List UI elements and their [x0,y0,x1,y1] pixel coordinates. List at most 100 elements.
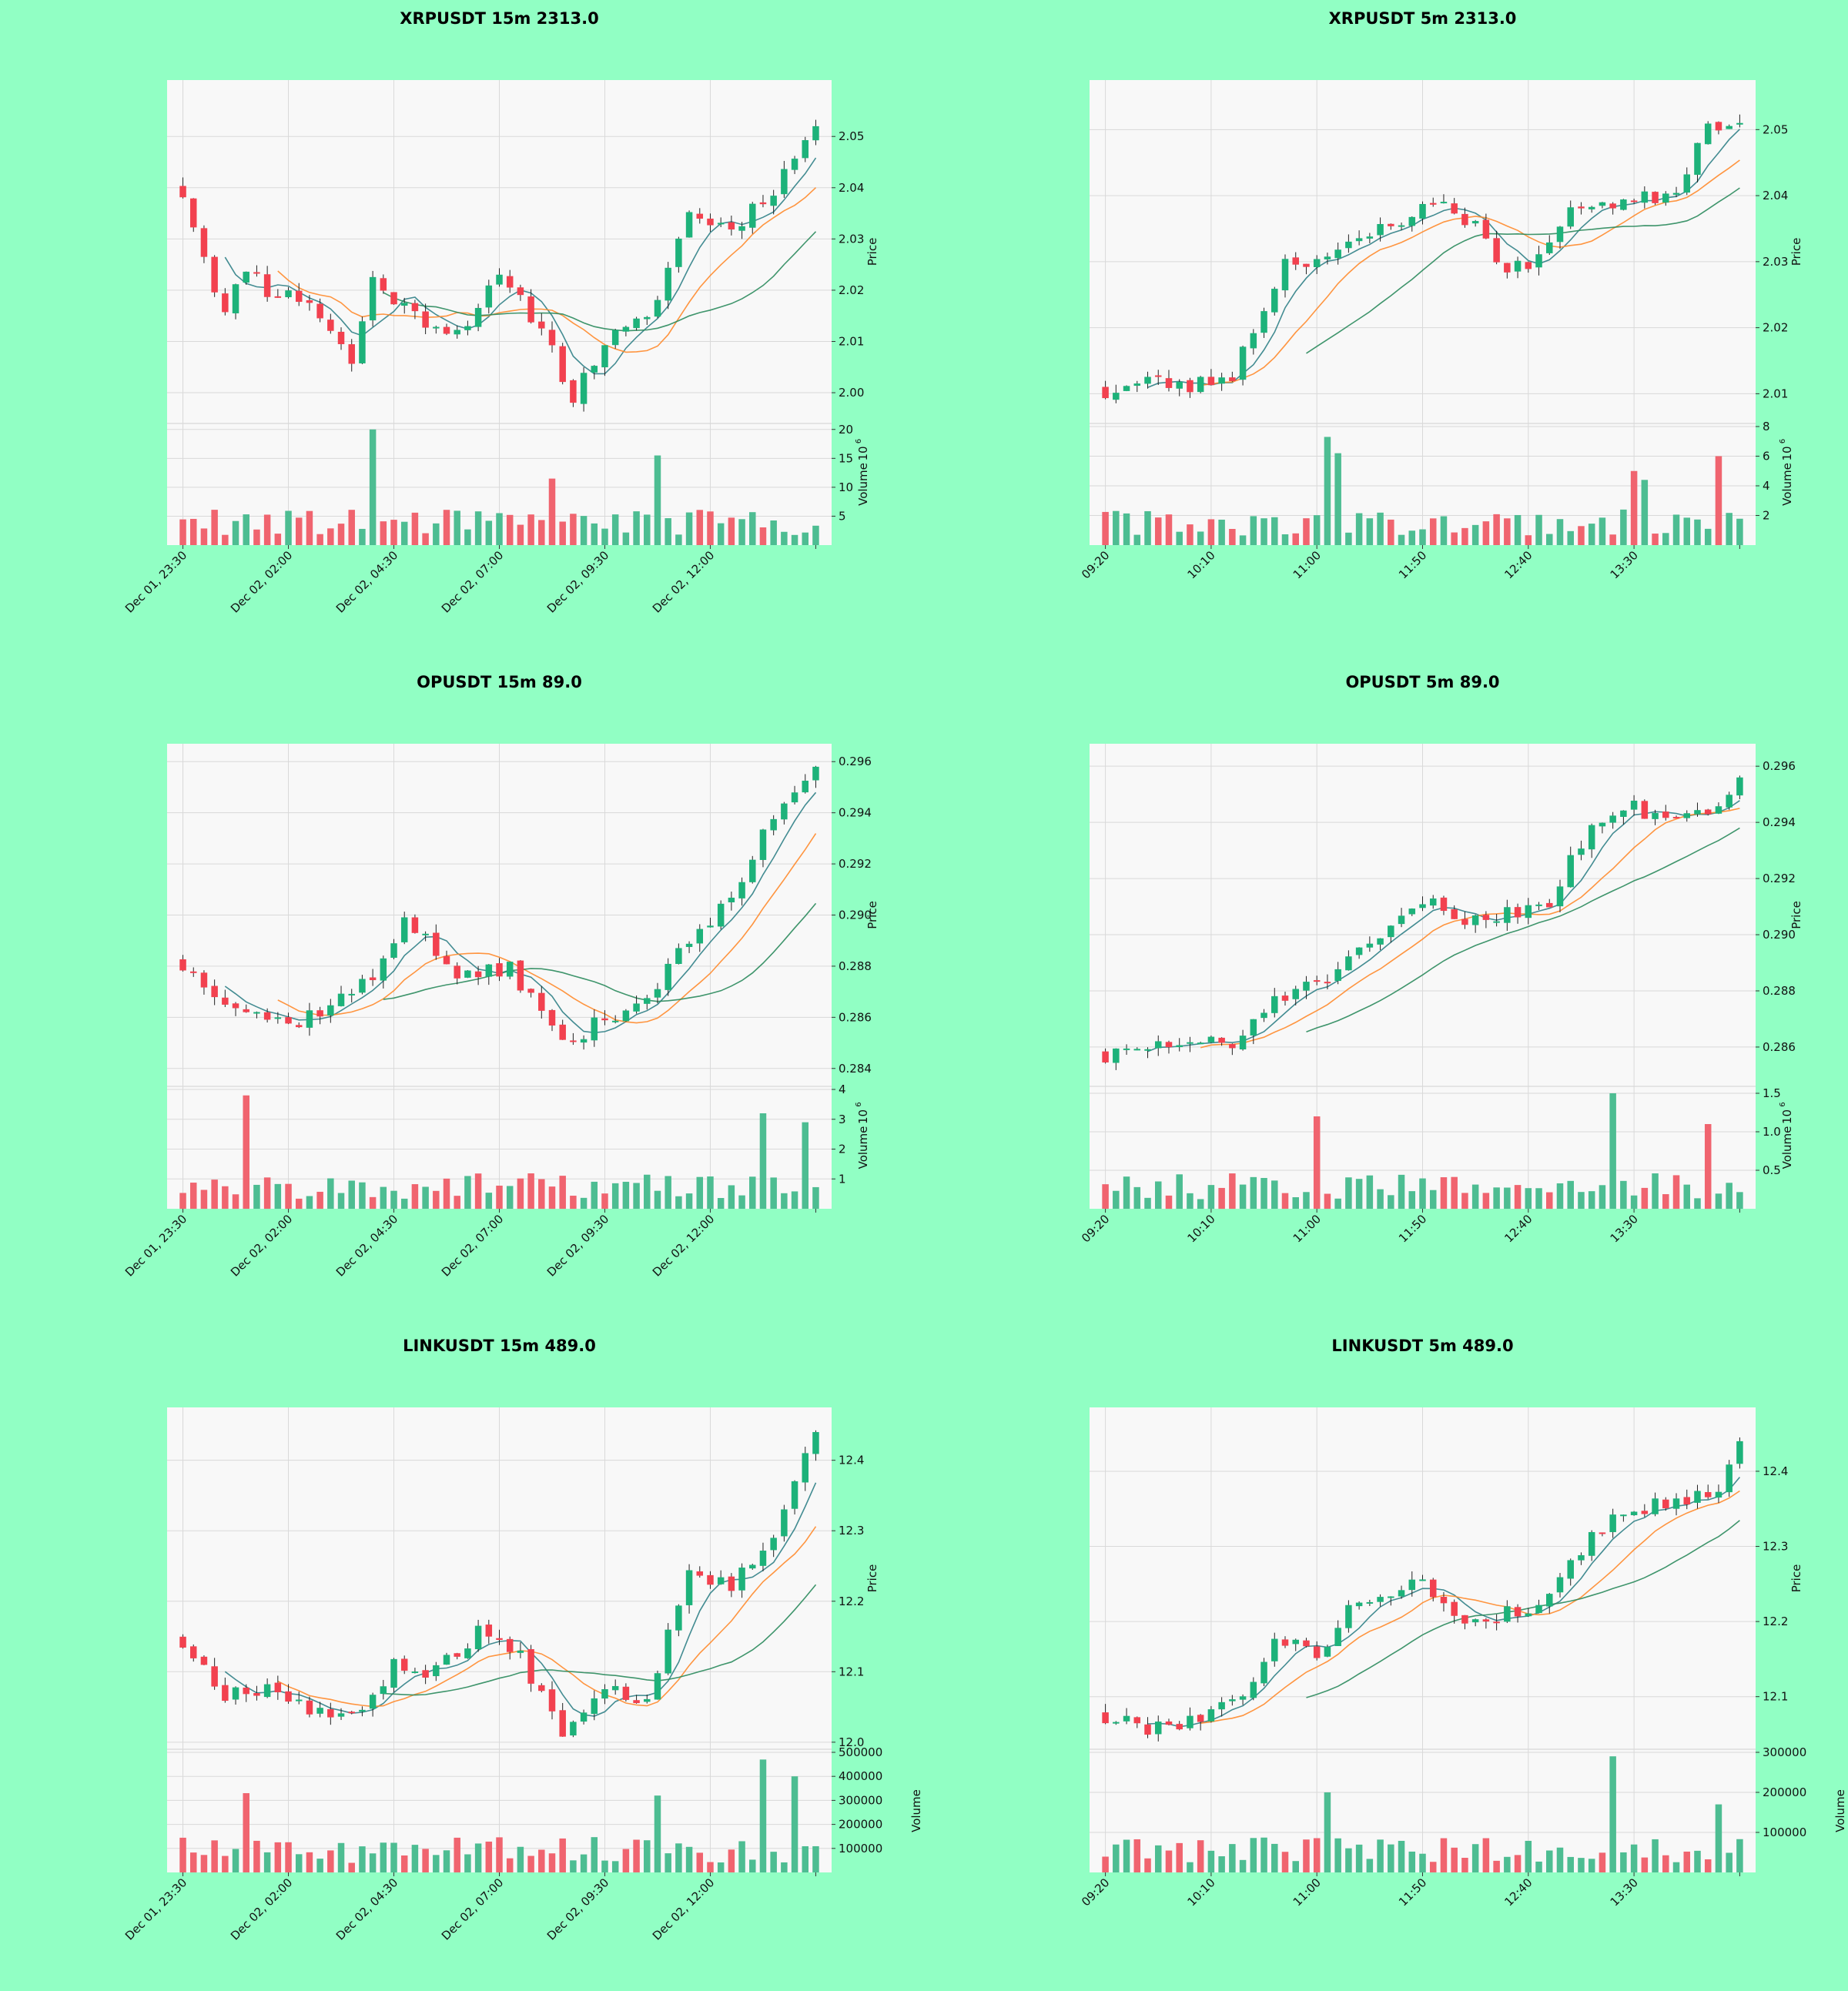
volume-bar [1398,1840,1405,1872]
candle-body [665,1629,671,1674]
candle-body [1672,1498,1680,1509]
moving-average-20 [383,902,817,1002]
candle-body [601,1688,608,1699]
x-tick-label: 09:20 [1079,1212,1112,1245]
candle-body [1451,203,1458,214]
volume-bar [359,1846,366,1872]
candle-body [189,1646,197,1658]
volume-bar [749,512,756,545]
y-tick-label: 0.294 [1763,815,1796,829]
candle-body [665,963,671,990]
volume-bar [707,511,714,545]
volume-bar [1377,1189,1384,1209]
candle-body [1187,1715,1194,1728]
x-tick-label: Dec 02, 04:30 [333,548,400,615]
moving-average-10 [277,1526,817,1708]
x-tick-label: Dec 02, 09:30 [544,1876,611,1942]
candle-body [306,299,313,303]
candle-body [485,1625,493,1637]
candle-body [1471,915,1479,925]
volume-bar [601,528,608,545]
candle-body [1556,1577,1564,1593]
candle-body [601,1018,608,1021]
volume-bar [1683,1184,1691,1209]
volume-bar [1113,1844,1120,1872]
candle-body [274,1682,282,1693]
candle-body [380,278,387,291]
volume-bar [1187,1862,1194,1872]
candle-body [337,331,345,344]
candle-body [1218,1037,1225,1043]
candle-body [633,1003,640,1012]
x-tick-label: Dec 02, 07:00 [439,1212,506,1279]
candle-body [559,1710,566,1737]
volume-bar [770,1177,777,1209]
volume-tick-label: 4 [1763,479,1770,493]
x-tick-label: Dec 02, 07:00 [439,1876,506,1942]
volume-bar [559,1838,566,1872]
volume-bar [1588,1859,1595,1872]
candle-body [179,959,186,971]
volume-bar [263,1852,271,1872]
candle-body [812,766,819,781]
candle-body [1324,256,1331,259]
candle-body [1493,921,1500,923]
x-tick-label: 10:10 [1184,548,1217,581]
candle-body [759,1551,767,1566]
candle-body [1250,1681,1257,1698]
candle-body [348,993,355,996]
candle-body [1133,1717,1141,1724]
candle-body [485,285,493,308]
volume-tick-label: 2 [1763,509,1770,523]
volume-bar [306,510,313,545]
candle-body [1736,777,1743,796]
volume-bar [802,532,809,545]
volume-bar [1176,1174,1183,1209]
candle-body [1546,902,1553,908]
volume-bar [1250,516,1257,545]
candle-body [1260,1012,1267,1019]
candle-body [675,238,682,267]
volume-bar [232,520,239,545]
candle-body [411,917,419,933]
candle-body [1429,898,1437,906]
candle-body [611,1685,619,1691]
volume-bar [1324,1193,1331,1209]
candle-body [337,1713,345,1717]
volume-bar [306,1852,313,1872]
volume-bar [591,523,598,545]
volume-bar [474,1843,482,1872]
volume-bar [570,1860,577,1872]
volume-bar [253,1840,260,1872]
volume-bar [316,1859,323,1872]
chart-title: LINKUSDT 15m 489.0 [403,1337,596,1355]
volume-bar [306,1196,313,1209]
candle-body [644,1698,651,1702]
candle-body [685,212,693,238]
candle-body [538,321,545,329]
candle-body [400,1658,408,1671]
volume-bar [633,511,640,545]
volume-tick-label: 500000 [839,1745,882,1759]
candle-body [1324,982,1331,984]
volume-bar [1482,1193,1490,1209]
candle-body [548,1009,556,1026]
volume-bar [411,1845,419,1872]
candle-body [1133,383,1141,386]
x-tick-label: Dec 02, 12:00 [650,1212,717,1279]
volume-bar [696,510,704,545]
candle-body [411,1671,419,1674]
candle-body [189,971,197,973]
volume-bar [1144,1858,1151,1872]
candle-body [1197,1715,1204,1722]
volume-bar [1281,534,1289,545]
volume-bar [1292,533,1299,545]
volume-bar [443,1850,450,1872]
candle-body [644,998,651,1004]
candle-body [295,1699,303,1702]
volume-tick-label: 4 [839,1083,846,1096]
volume-bar [1239,1184,1247,1209]
volume-bar [517,1178,524,1209]
candle-body [1303,1640,1310,1647]
volume-bar [211,510,218,545]
